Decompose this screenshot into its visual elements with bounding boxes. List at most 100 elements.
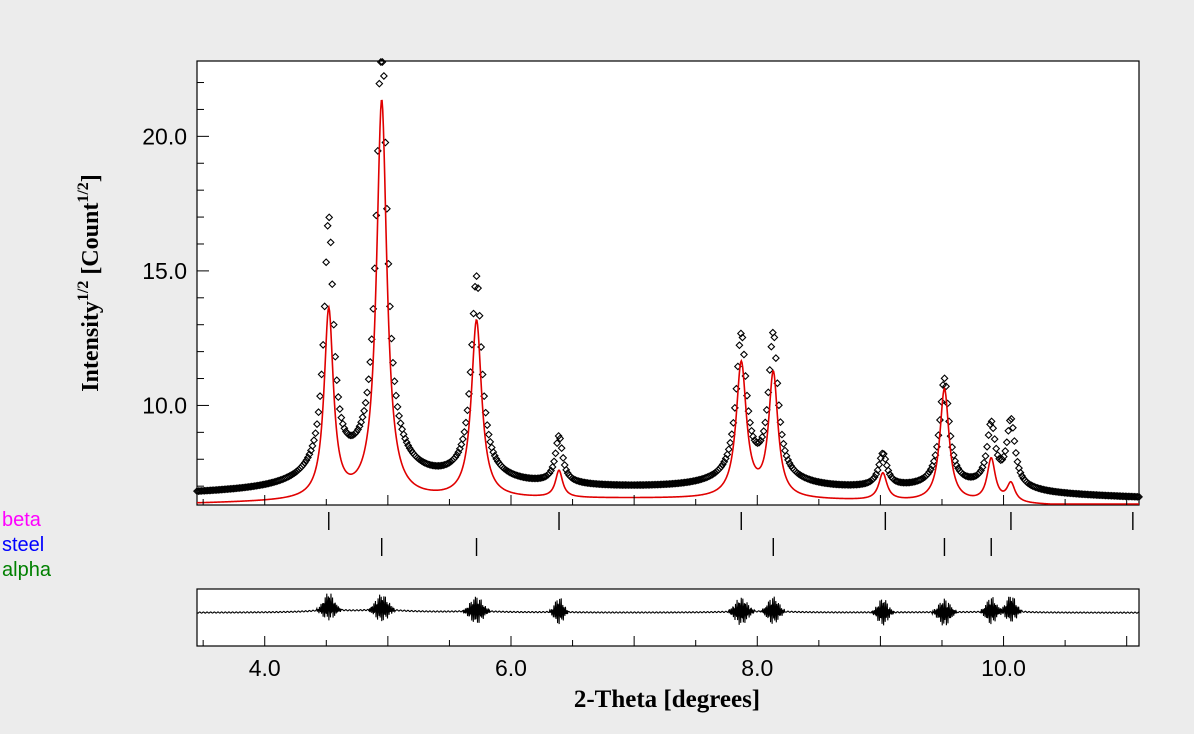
observed-point	[1013, 457, 1022, 466]
observed-point	[878, 449, 887, 458]
x-axis-label: 2-Theta [degrees]	[574, 686, 760, 713]
observed-point	[1004, 426, 1013, 435]
observed-point	[585, 479, 593, 488]
observed-point	[928, 461, 937, 470]
observed-point	[980, 458, 989, 467]
observed-point	[726, 438, 735, 447]
observed-point	[314, 408, 323, 417]
observed-point	[379, 71, 388, 80]
observed-point	[522, 473, 531, 482]
observed-point	[490, 451, 499, 460]
observed-point	[581, 478, 590, 487]
observed-point	[929, 457, 938, 466]
observed-point	[475, 311, 484, 320]
observed-point	[378, 58, 387, 66]
observed-point	[989, 424, 998, 433]
observed-point	[993, 451, 1002, 460]
observed-point	[310, 436, 318, 445]
reflection-markers	[328, 512, 1134, 556]
observed-point	[360, 406, 369, 415]
observed-point	[925, 467, 934, 476]
observed-point	[975, 468, 984, 477]
observed-point	[771, 354, 780, 363]
observed-point	[334, 393, 343, 401]
observed-point	[784, 455, 793, 464]
observed-point	[392, 391, 401, 400]
calculated-curve	[196, 99, 1139, 505]
observed-point	[761, 418, 770, 427]
observed-point	[770, 333, 779, 342]
observed-point	[753, 439, 762, 448]
observed-point	[551, 449, 560, 458]
observed-point	[390, 377, 399, 386]
observed-point	[1052, 487, 1061, 496]
observed-point	[978, 463, 987, 472]
observed-point	[1131, 492, 1140, 501]
observed-point	[492, 454, 501, 463]
observed-point	[746, 418, 755, 427]
observed-point	[749, 432, 758, 441]
observed-point	[984, 431, 993, 440]
observed-point	[320, 302, 329, 311]
observed-point	[375, 79, 384, 88]
observed-point	[299, 460, 308, 469]
observed-point	[942, 382, 951, 391]
x-tick-label: 4.0	[249, 655, 281, 681]
observed-point	[1007, 414, 1016, 423]
observed-point	[759, 427, 768, 436]
observed-point	[990, 435, 999, 444]
observed-point	[1008, 423, 1017, 432]
observed-point	[396, 419, 405, 428]
observed-point	[1001, 447, 1010, 456]
y-axis-label-unit-exp: 1/2	[75, 182, 92, 202]
observed-point	[402, 438, 411, 447]
observed-point	[758, 432, 767, 441]
observed-point	[469, 309, 478, 318]
observed-point	[999, 452, 1008, 461]
observed-point	[395, 411, 404, 420]
y-axis-label-main: Intensity	[78, 301, 104, 392]
observed-point	[460, 427, 469, 436]
observed-point	[923, 469, 932, 478]
observed-point	[1133, 492, 1142, 501]
observed-point	[1011, 448, 1020, 457]
observed-point	[875, 460, 884, 469]
observed-point	[376, 58, 385, 66]
observed-point	[300, 458, 309, 467]
observed-point	[337, 413, 346, 422]
observed-point	[755, 438, 764, 447]
observed-point	[1048, 487, 1057, 496]
phase-label-alpha: alpha	[2, 559, 52, 581]
observed-point	[489, 448, 498, 457]
observed-point	[486, 437, 495, 446]
observed-point	[1054, 488, 1063, 497]
observed-point	[311, 429, 320, 438]
observed-point	[317, 370, 326, 379]
observed-point	[452, 450, 461, 459]
observed-point	[363, 388, 372, 397]
observed-point	[358, 413, 367, 422]
observed-point	[329, 320, 338, 329]
y-axis-label-unit: [Count	[78, 203, 104, 275]
observed-point	[1056, 488, 1064, 497]
observed-point	[302, 456, 311, 465]
observed-point	[981, 452, 990, 461]
observed-point	[545, 469, 554, 478]
observed-point	[954, 464, 963, 473]
observed-point	[562, 465, 571, 474]
y-axis-label-main-exp: 1/2	[75, 281, 92, 301]
observed-point	[992, 444, 1001, 453]
observed-point	[393, 402, 402, 411]
observed-point	[723, 450, 732, 459]
observed-point	[472, 272, 481, 281]
observed-point	[785, 459, 794, 468]
observed-point	[557, 444, 566, 453]
observed-point	[458, 435, 467, 443]
observed-point	[401, 434, 410, 443]
observed-point	[554, 432, 563, 440]
observed-point	[945, 417, 954, 426]
observed-point	[325, 213, 334, 222]
observed-point	[316, 392, 325, 401]
observed-point	[739, 350, 748, 359]
observed-point	[885, 470, 894, 479]
